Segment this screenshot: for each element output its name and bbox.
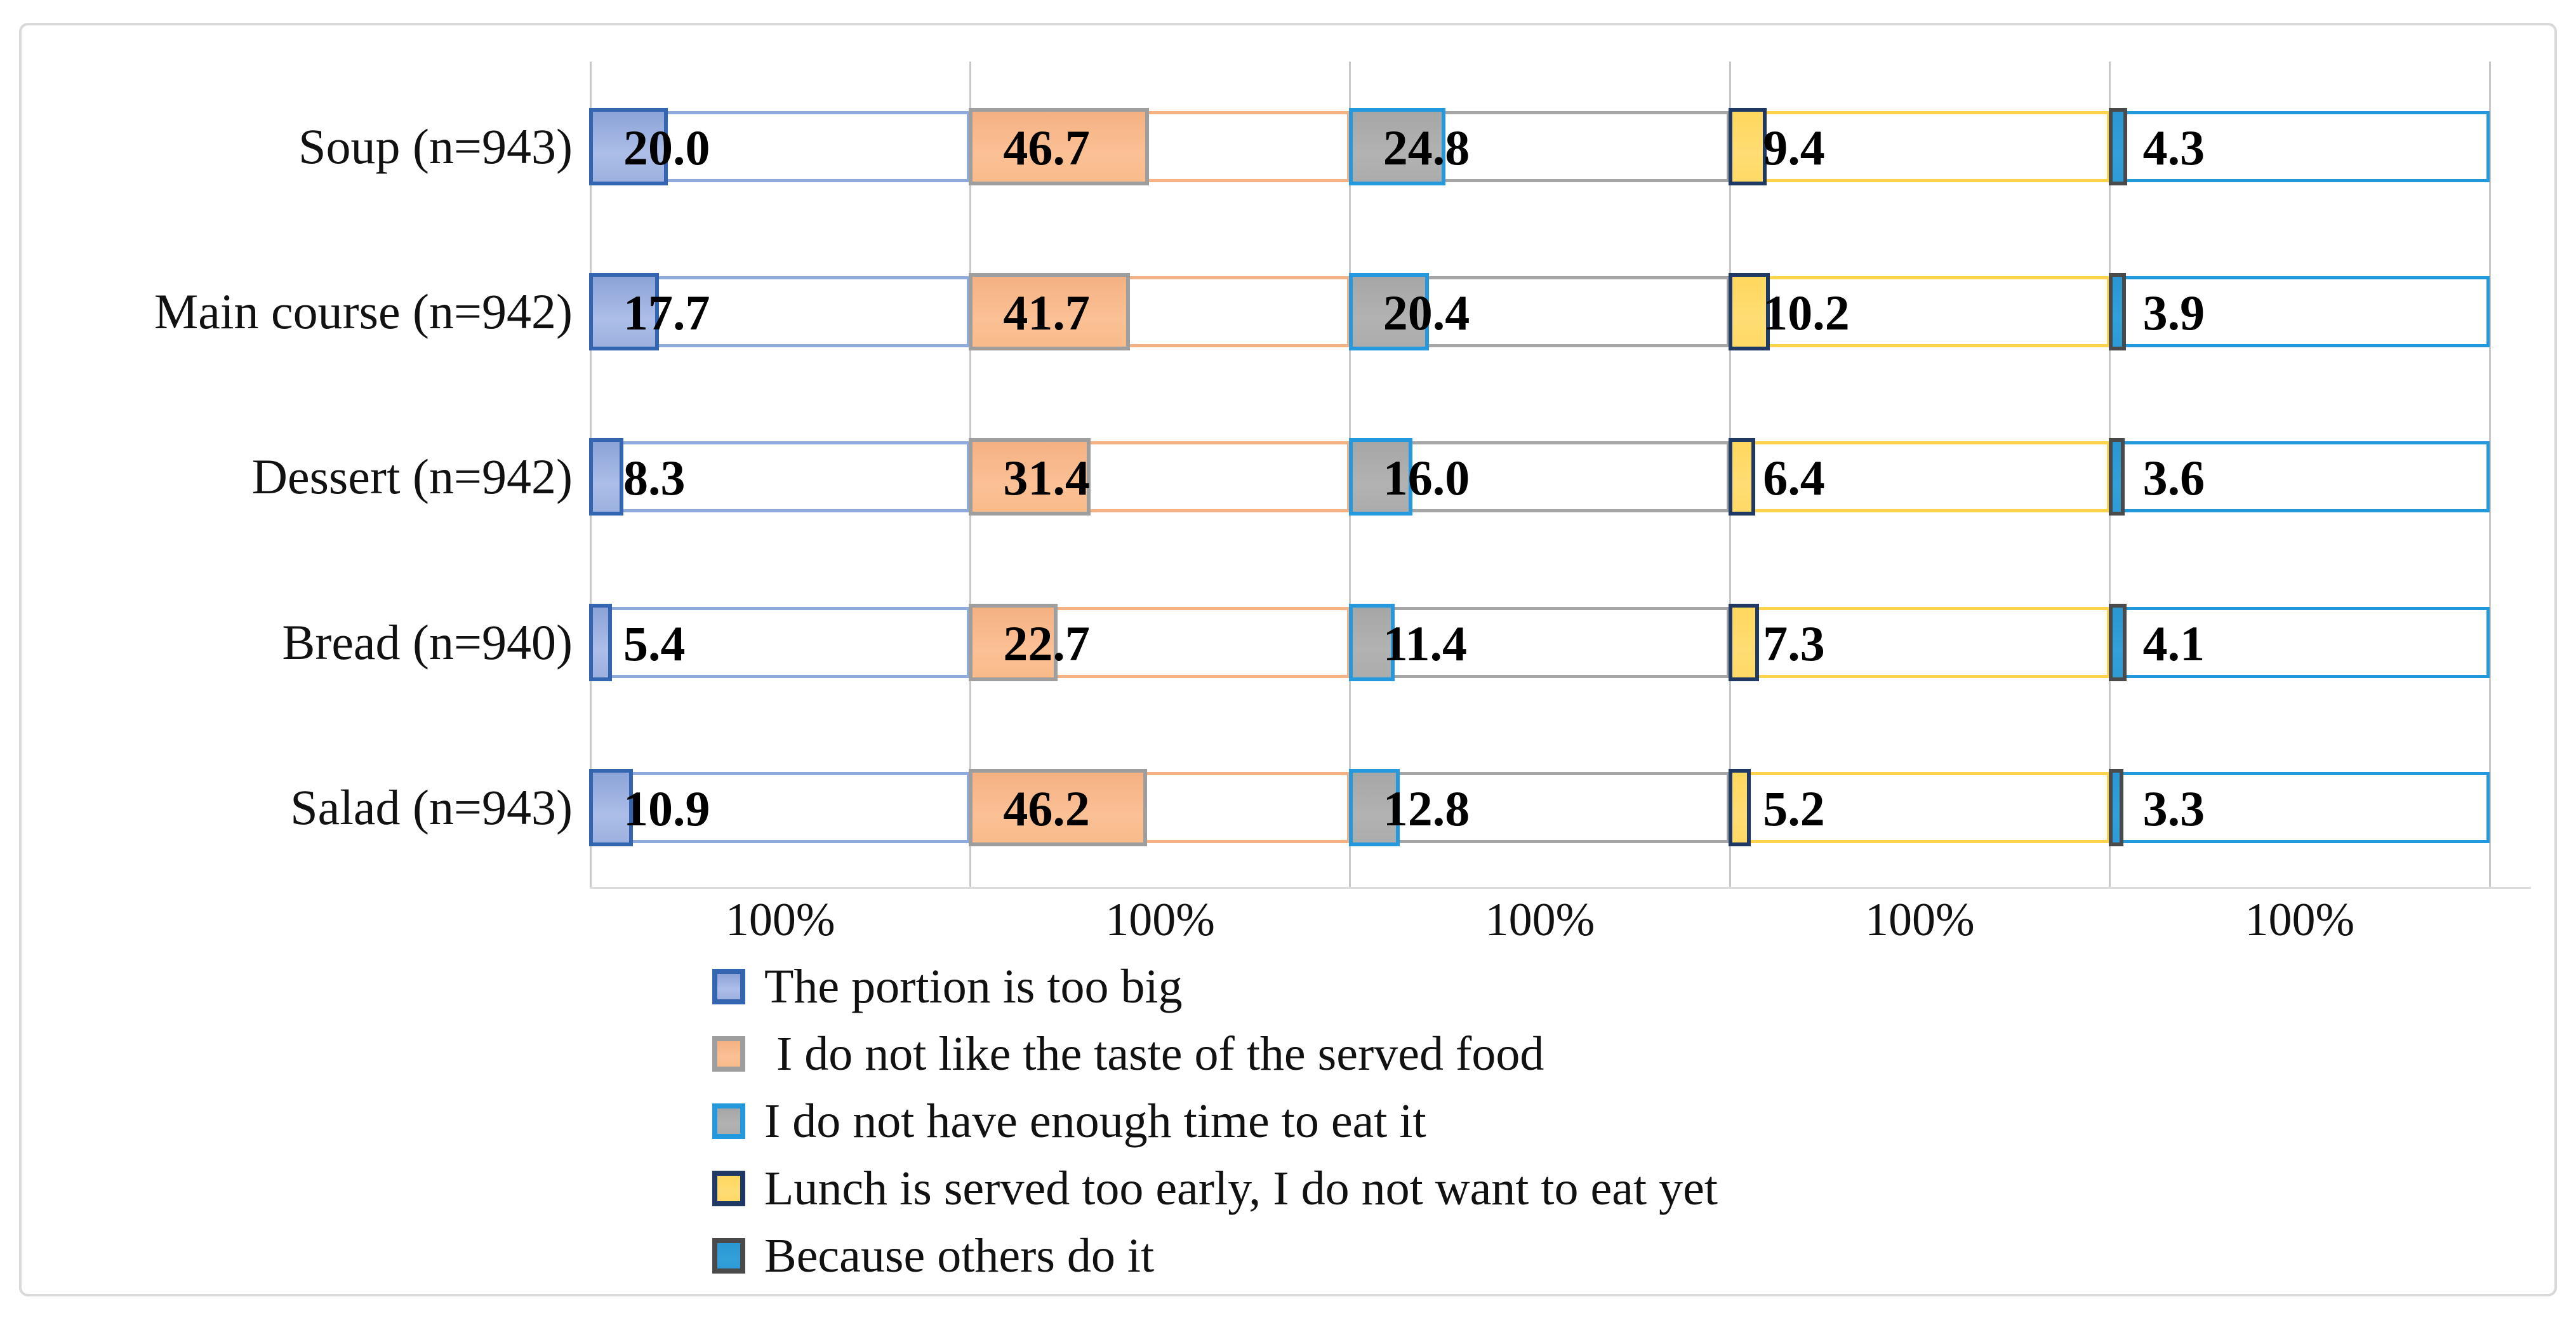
bar-fill [1729, 438, 1756, 516]
bar-track [1730, 111, 2110, 182]
legend-swatch [712, 1036, 745, 1072]
bar-value-label: 3.3 [2142, 780, 2205, 836]
category-label: Bread (n=940) [282, 614, 573, 670]
bar-value-label: 10.9 [623, 780, 710, 836]
bar-value-label: 12.8 [1383, 780, 1470, 836]
bar-fill [1348, 603, 1395, 681]
bar-fill [589, 108, 668, 185]
bar-fill [2108, 108, 2128, 185]
bar-value-label: 7.3 [1763, 615, 1825, 671]
legend-label: I do not like the taste of the served fo… [764, 1027, 1544, 1081]
axis-tick-label: 100% [1105, 894, 1215, 946]
bar-fill [2108, 438, 2125, 516]
legend-swatch [712, 1103, 745, 1139]
bar-track [1350, 441, 1730, 513]
bar-fill [1348, 108, 1446, 185]
bar-fill [969, 768, 1147, 846]
bar-fill [969, 603, 1058, 681]
bar-fill [1348, 768, 1400, 846]
bar-track [2109, 771, 2490, 843]
bar-value-label: 20.4 [1383, 285, 1470, 341]
bar-track [1350, 606, 1730, 678]
bar-fill [589, 438, 623, 516]
bar-value-label: 4.3 [2142, 120, 2205, 175]
bar-fill [969, 108, 1149, 185]
bar-track [590, 771, 971, 843]
bar-value-label: 24.8 [1383, 120, 1470, 175]
bar-value-label: 20.0 [623, 120, 710, 175]
legend-item: Lunch is served too early, I do not want… [712, 1155, 2363, 1222]
bar-fill [2108, 768, 2124, 846]
category-label: Salad (n=943) [290, 779, 573, 835]
bar-value-label: 8.3 [623, 450, 686, 506]
gridline [2488, 62, 2491, 888]
bar-fill [1729, 108, 1767, 185]
legend-label: The portion is too big [764, 960, 1183, 1013]
legend-swatch [712, 1238, 745, 1274]
bar-fill [1348, 273, 1429, 351]
bar-value-label: 41.7 [1003, 285, 1090, 341]
bar-value-label: 3.9 [2142, 285, 2205, 341]
bar-value-label: 10.2 [1763, 285, 1850, 341]
bar-value-label: 17.7 [623, 285, 710, 341]
legend-item: The portion is too big [712, 953, 2363, 1020]
bar-value-label: 16.0 [1383, 450, 1470, 506]
bar-value-label: 46.7 [1003, 120, 1090, 175]
legend-label: Because others do it [764, 1229, 1155, 1282]
bar-value-label: 4.1 [2142, 615, 2205, 671]
category-label: Dessert (n=942) [251, 449, 573, 505]
axis-tick-label: 100% [1865, 894, 1975, 946]
legend-label: Lunch is served too early, I do not want… [764, 1162, 1718, 1215]
bar-fill [589, 768, 634, 846]
bar-fill [1729, 768, 1751, 846]
category-label: Main course (n=942) [154, 284, 573, 340]
bar-value-label: 6.4 [1763, 450, 1825, 506]
bar-value-label: 5.4 [623, 615, 686, 671]
legend-label: I do not have enough time to eat it [764, 1095, 1426, 1148]
bar-fill [2108, 273, 2126, 351]
category-label: Soup (n=943) [298, 119, 573, 174]
bar-value-label: 46.2 [1003, 780, 1090, 836]
bar-track [590, 606, 971, 678]
legend-item: I do not like the taste of the served fo… [712, 1020, 2363, 1088]
legend-swatch [712, 1171, 745, 1206]
bar-value-label: 5.2 [1763, 780, 1825, 836]
legend-swatch [712, 969, 745, 1004]
bar-track [1730, 276, 2110, 348]
legend-item: Because others do it [712, 1222, 2363, 1289]
bar-value-label: 9.4 [1763, 120, 1825, 175]
bar-track [1730, 606, 2110, 678]
bar-fill [589, 603, 613, 681]
bar-fill [969, 438, 1091, 516]
bar-value-label: 22.7 [1003, 615, 1090, 671]
bar-track [1730, 771, 2110, 843]
bar-fill [2108, 603, 2127, 681]
bar-fill [969, 273, 1130, 351]
bar-track [590, 441, 971, 513]
bar-track [2109, 111, 2490, 182]
bar-value-label: 31.4 [1003, 450, 1090, 506]
legend-item: I do not have enough time to eat it [712, 1088, 2363, 1155]
bar-track [2109, 276, 2490, 348]
bar-value-label: 11.4 [1383, 615, 1467, 671]
bar-value-label: 3.6 [2142, 450, 2205, 506]
axis-tick-label: 100% [725, 894, 835, 946]
bar-track [1350, 771, 1730, 843]
bar-fill [1348, 438, 1412, 516]
axis-tick-label: 100% [2245, 894, 2355, 946]
bar-fill [1729, 273, 1770, 351]
bar-fill [1729, 603, 1759, 681]
axis-tick-label: 100% [1485, 894, 1595, 946]
bar-track [1730, 441, 2110, 513]
x-axis-line [590, 887, 2531, 889]
bar-fill [589, 273, 659, 351]
